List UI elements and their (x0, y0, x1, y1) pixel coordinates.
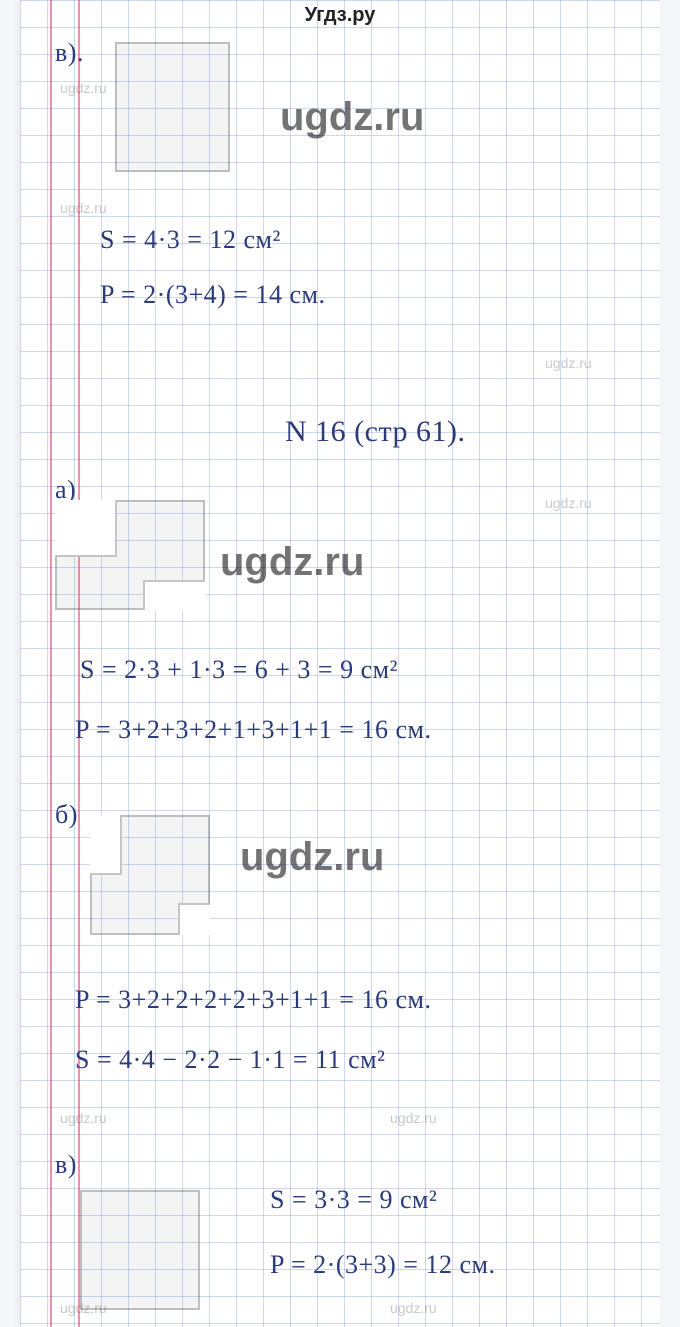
margin-line-left (50, 0, 52, 1327)
shape-v1 (115, 42, 230, 172)
shape-b2-notch-br (178, 903, 210, 935)
perim-b2: P = 3+2+2+2+2+3+1+1 = 16 см. (75, 985, 431, 1015)
shape-v2 (80, 1190, 200, 1310)
perim-a2: P = 3+2+3+2+1+3+1+1 = 16 см. (75, 715, 431, 745)
shape-a2 (55, 500, 205, 610)
label-v1: в). (55, 38, 84, 68)
notebook-page: Угдз.ру ugdz.ru ugdz.ru ugdz.ru ugdz.ru … (20, 0, 660, 1327)
watermark-small: ugdz.ru (390, 1110, 437, 1126)
shape-a2-notch-tl (55, 500, 117, 557)
area-v2: S = 3·3 = 9 см² (270, 1185, 437, 1215)
title-n16: N 16 (стр 61). (285, 415, 465, 449)
area-b2: S = 4·4 − 2·2 − 1·1 = 11 см² (75, 1045, 385, 1075)
watermark-big: ugdz.ru (240, 835, 384, 880)
watermark-small: ugdz.ru (545, 495, 592, 511)
watermark-small: ugdz.ru (390, 1300, 437, 1316)
label-v2: в) (55, 1150, 77, 1180)
watermark-big: ugdz.ru (220, 540, 364, 585)
shape-b2-notch-tl (90, 815, 122, 875)
area-v1: S = 4·3 = 12 см² (100, 225, 281, 255)
perim-v2: P = 2·(3+3) = 12 см. (270, 1250, 495, 1280)
shape-a2-notch-br (143, 580, 205, 610)
watermark-small: ugdz.ru (60, 200, 107, 216)
watermark-small: ugdz.ru (545, 355, 592, 371)
site-header: Угдз.ру (20, 0, 660, 27)
watermark-big: ugdz.ru (280, 95, 424, 140)
perim-v1: P = 2·(3+4) = 14 см. (100, 280, 325, 310)
watermark-small: ugdz.ru (60, 80, 107, 96)
shape-b2 (90, 815, 210, 935)
area-a2: S = 2·3 + 1·3 = 6 + 3 = 9 см² (80, 655, 398, 685)
label-b2: б) (55, 800, 78, 830)
watermark-small: ugdz.ru (60, 1110, 107, 1126)
